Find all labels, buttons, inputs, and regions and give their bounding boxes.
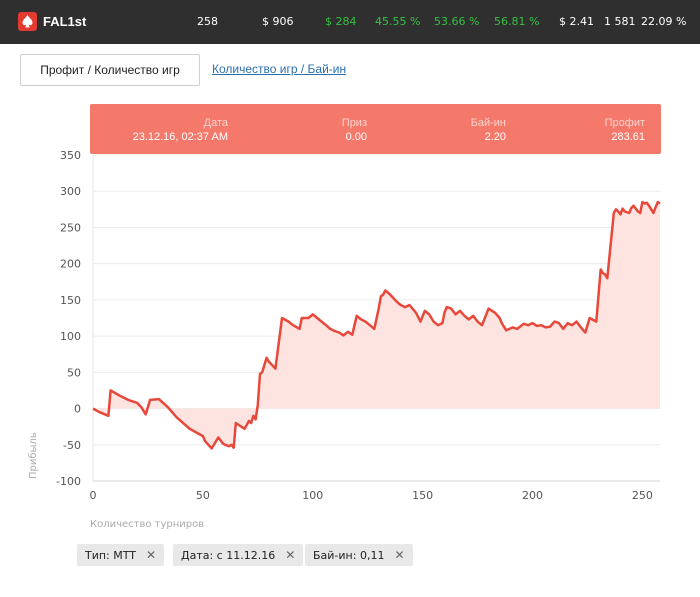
y-tick-label: 350 [60,149,81,162]
tooltip-prize-value: 0.00 [345,131,367,143]
tab-profit-vs-games[interactable]: Профит / Количество игр [20,54,200,86]
tooltip-prize-col: Приз 0.00 [342,117,367,143]
filter-chip-date: Дата: с 11.12.16 ✕ [173,544,304,566]
close-icon[interactable]: ✕ [146,548,157,562]
stat-buyins: $ 906 [262,15,294,28]
x-tick-label: 50 [196,489,210,502]
stat-ability: 1 581 [604,15,636,28]
stat-roi: 45.55 % [375,15,421,28]
stat-avg-buyin: $ 2.41 [559,15,594,28]
close-icon[interactable]: ✕ [285,548,296,562]
filter-type-label: Тип: MTT [85,549,136,562]
x-tick-label: 200 [522,489,543,502]
x-tick-label: 250 [632,489,653,502]
y-axis-ticks: -100 -50 0 50 100 150 200 250 300 350 [56,149,81,488]
data-point-tooltip: Дата 23.12.16, 02:37 AM Приз 0.00 Бай-ин… [90,104,661,154]
stat-percent: 56.81 % [494,15,540,28]
filter-chip-buyin: Бай-ин: 0,11 ✕ [305,544,413,566]
profit-area-fill [93,202,660,449]
y-tick-label: 0 [74,403,81,416]
tooltip-date-header: Дата [203,117,228,129]
filter-date-label: Дата: с 11.12.16 [181,549,276,562]
close-icon[interactable]: ✕ [394,548,405,562]
tooltip-buyin-col: Бай-ин 2.20 [471,117,506,143]
y-axis-title: Прибыль [28,432,39,479]
player-name[interactable]: FAL1st [43,14,87,29]
tooltip-buyin-header: Бай-ин [470,117,506,129]
y-tick-label: 150 [60,294,81,307]
profit-line [92,200,661,450]
y-tick-label: 300 [60,185,81,198]
x-tick-label: 0 [90,489,97,502]
y-tick-label: -100 [56,475,81,488]
tooltip-profit-value: 283.61 [611,131,645,143]
stat-last: 22.09 % [641,15,687,28]
stat-profit: $ 284 [325,15,357,28]
filter-chip-type: Тип: MTT ✕ [77,544,165,566]
tooltip-date-col: Дата 23.12.16, 02:37 AM [133,117,228,143]
x-tick-label: 150 [412,489,433,502]
tooltip-date-value: 23.12.16, 02:37 AM [132,131,228,143]
filter-buyin-label: Бай-ин: 0,11 [313,549,385,562]
y-tick-label: -50 [63,439,81,452]
y-tick-label: 250 [60,221,81,234]
stat-itm: 53.66 % [434,15,480,28]
x-tick-label: 100 [302,489,323,502]
profit-chart: -100 -50 0 50 100 150 200 250 300 350 0 50 100 150 20… [28,149,661,530]
y-tick-label: 50 [67,366,81,379]
x-axis-title: Количество турниров [90,519,204,530]
tooltip-prize-header: Приз [341,117,367,129]
x-axis-ticks: 0 50 100 150 200 250 [90,489,653,502]
pokerstars-logo-icon [18,12,37,31]
stat-games: 258 [197,15,218,28]
tooltip-buyin-value: 2.20 [484,131,506,143]
tooltip-profit-col: Профит 283.61 [605,117,645,143]
tab-games-vs-buyin[interactable]: Количество игр / Бай-ин [212,62,347,76]
tooltip-profit-header: Профит [604,117,645,129]
top-bar: FAL1st 258 $ 906 $ 284 45.55 % 53.66 % 5… [0,0,700,44]
y-tick-label: 200 [60,258,81,271]
y-tick-label: 100 [60,330,81,343]
